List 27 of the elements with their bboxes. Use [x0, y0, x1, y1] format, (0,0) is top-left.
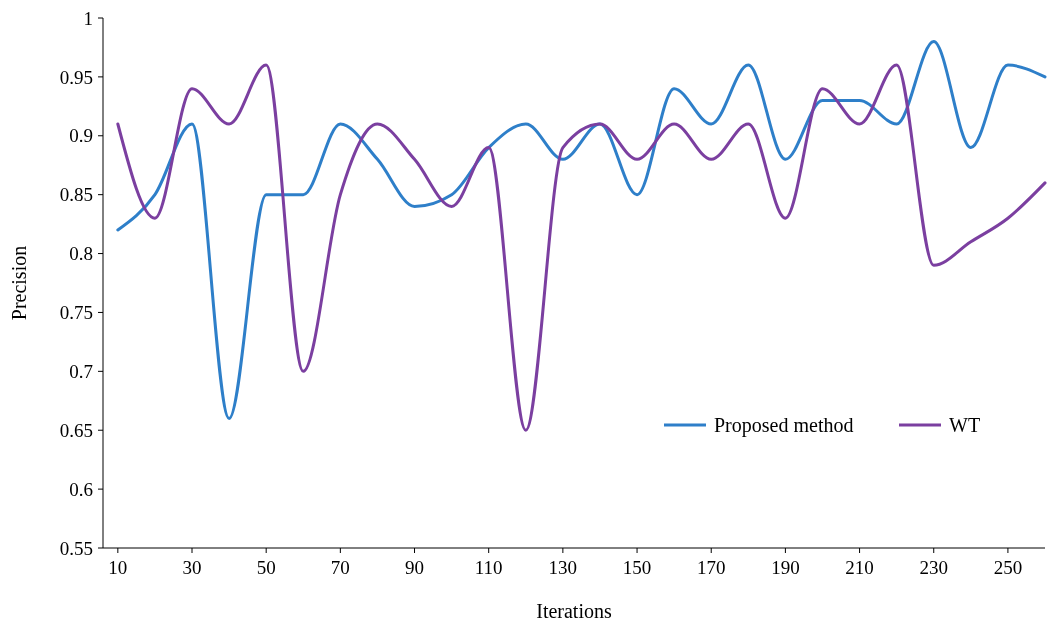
x-tick-label: 50	[256, 557, 276, 578]
x-tick-label: 10	[108, 557, 128, 578]
x-tick-label: 150	[622, 557, 652, 578]
x-tick-label: 30	[182, 557, 202, 578]
y-axis-title: Precision	[8, 245, 30, 321]
y-tick-label: 0.6	[69, 478, 93, 500]
legend-label: WT	[949, 414, 981, 436]
x-tick-label: 170	[696, 557, 726, 578]
x-tick-label: 250	[993, 557, 1023, 578]
x-axis-title: Iterations	[536, 600, 612, 622]
y-tick-label: 0.7	[69, 360, 93, 382]
x-tick-label: 230	[919, 557, 948, 578]
y-tick-label: 1	[83, 7, 93, 29]
y-tick-label: 0.85	[59, 184, 93, 206]
x-tick-label: 110	[474, 557, 503, 578]
y-tick-label: 0.95	[59, 66, 93, 88]
legend-label: Proposed method	[714, 414, 854, 437]
x-tick-label: 190	[771, 557, 800, 578]
y-tick-label: 0.55	[59, 537, 93, 559]
x-tick-label: 210	[845, 557, 874, 578]
x-tick-label: 90	[405, 557, 425, 578]
y-tick-label: 0.75	[59, 302, 93, 324]
x-tick-label: 70	[330, 557, 350, 578]
y-tick-label: 0.9	[69, 125, 93, 147]
y-tick-label: 0.65	[59, 419, 93, 441]
y-tick-label: 0.8	[69, 243, 93, 265]
x-tick-label: 130	[548, 557, 578, 578]
